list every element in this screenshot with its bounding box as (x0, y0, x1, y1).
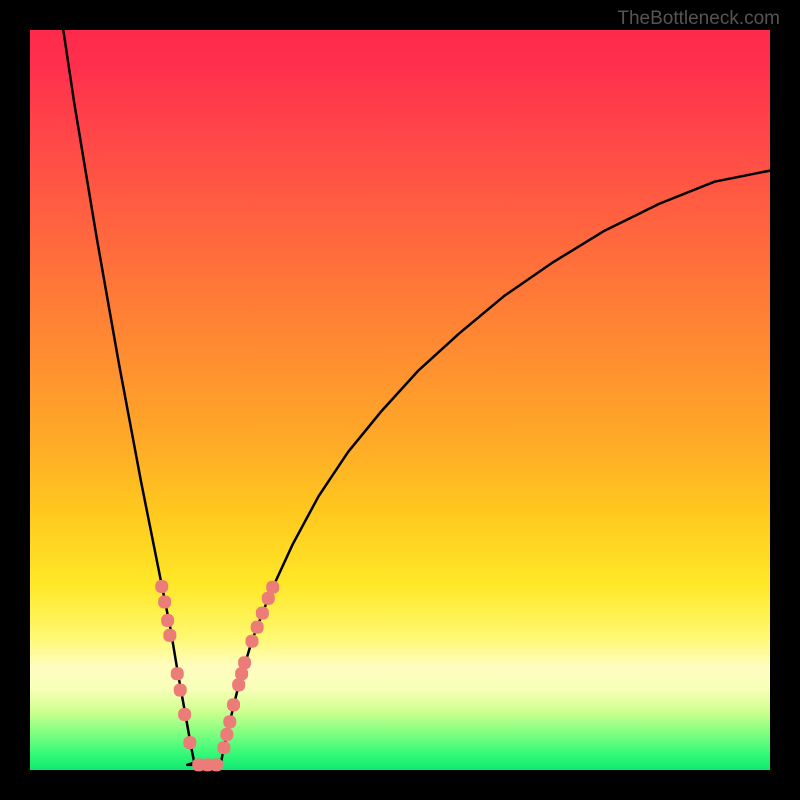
chart-svg (0, 0, 800, 800)
bottleneck-chart: TheBottleneck.com (0, 0, 800, 800)
watermark-text: TheBottleneck.com (617, 8, 780, 30)
